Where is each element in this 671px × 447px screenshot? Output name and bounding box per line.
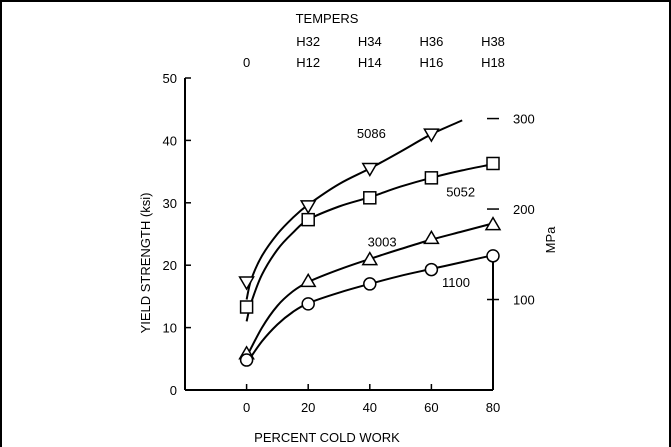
series-1100-point [486,249,500,263]
series-5052-point [301,212,315,227]
x-tick-label: 20 [301,400,315,415]
series-1100-point [239,353,254,367]
series-1100-curve [245,254,494,364]
series-5086-point [361,162,379,177]
temper-label-row2: 0 [243,55,250,70]
y-tick-label: 30 [163,196,177,211]
temper-label-row1: H34 [358,34,382,49]
x-axis-label: PERCENT COLD WORK [254,430,400,445]
series-5086-point [423,128,440,143]
temper-label-row2: H14 [358,55,382,70]
temper-label-row2: H12 [296,55,320,70]
temper-label-row1: H38 [481,34,505,49]
series-1100-point [363,277,377,291]
series-1100-point [424,262,439,277]
y-tick-label: 0 [170,383,177,398]
y-axis-label: YIELD STRENGTH (ksi) [138,193,153,334]
series-1100-point [301,297,315,311]
temper-label-row1: H36 [419,34,443,49]
top-axis-title: TEMPERS [296,11,359,26]
labels: 5086 5052 3003 1100 [357,126,475,290]
series-3003-point [361,251,379,266]
series-label-1100: 1100 [442,275,470,290]
series-5052-point [486,156,500,171]
y-tick-label: 50 [163,71,177,86]
right-tick-label: 100 [513,293,535,308]
x-tick-label: 40 [363,400,377,415]
temper-label-row1: H32 [296,34,320,49]
series-5086-point [238,276,255,291]
temper-label-row2: H18 [481,55,505,70]
right-axis-label: MPa [543,226,558,254]
series-5052-point [424,171,439,185]
series-3003-curve [245,222,494,358]
y-tick-label: 10 [163,321,177,336]
axes [184,78,494,391]
series-5086-point [299,200,317,215]
series-3003-point [423,229,440,245]
x-tick-label: 0 [243,400,250,415]
x-tick-label: 80 [486,400,500,415]
ticks: 0 10 20 30 40 50 0 20 40 60 80 100 200 300 0 H32 H12 H34 H… [163,34,535,415]
y-tick-label: 20 [163,258,177,273]
series-5052-point [239,300,254,314]
right-tick-label: 300 [513,112,535,127]
y-tick-label: 40 [163,133,177,148]
temper-label-row2: H16 [419,55,443,70]
markers [238,128,502,367]
series-label-5052: 5052 [446,185,475,200]
series-3003-point [484,216,502,231]
right-tick-label: 200 [513,202,535,217]
x-tick-label: 60 [424,400,438,415]
series-label-3003: 3003 [368,234,397,249]
series-3003-point [299,272,317,288]
series-label-5086: 5086 [357,126,386,141]
series-5052-point [363,191,377,205]
